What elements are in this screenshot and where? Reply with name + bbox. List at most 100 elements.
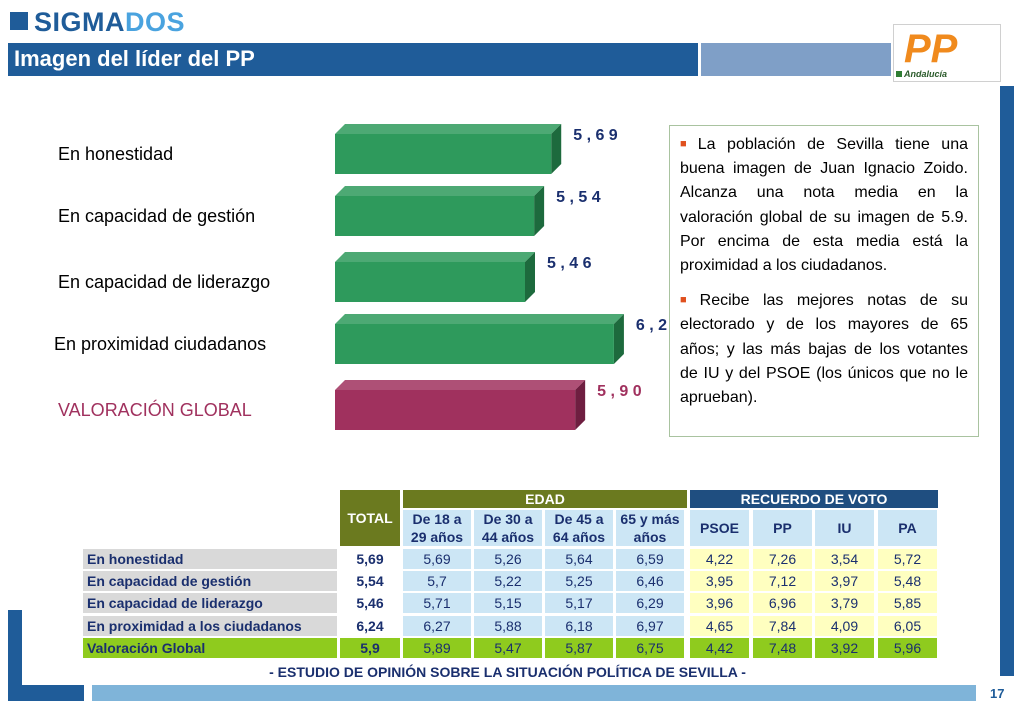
value-label: 5 , 9 0 bbox=[597, 383, 642, 400]
rating-bar-chart: En honestidad 5 , 6 9 En capacidad de gest… bbox=[54, 124, 670, 430]
brand-logo: SIGMADOS bbox=[34, 6, 185, 38]
age-value: 5,25 bbox=[545, 571, 613, 591]
age-value: 5,22 bbox=[474, 571, 542, 591]
age-value: 5,64 bbox=[545, 549, 613, 569]
total-value: 6,24 bbox=[340, 616, 400, 636]
bar-side-face bbox=[534, 186, 545, 236]
brand-logo-square bbox=[10, 12, 28, 30]
age-value: 6,97 bbox=[616, 616, 684, 636]
bar-side-face bbox=[551, 124, 562, 174]
total-value: 5,9 bbox=[340, 638, 400, 658]
vote-value: 3,79 bbox=[815, 593, 874, 613]
brand-name-part1: SIGMA bbox=[34, 7, 126, 37]
age-value: 5,47 bbox=[474, 638, 542, 658]
category-label: VALORACIÓN GLOBAL bbox=[58, 399, 252, 420]
age-value: 5,71 bbox=[403, 593, 471, 613]
bullet-icon: ■ bbox=[680, 294, 696, 307]
vote-column-header: PSOE bbox=[690, 510, 749, 546]
commentary-text: Recibe las mejores notas de su electorad… bbox=[680, 292, 968, 407]
category-label: En capacidad de gestión bbox=[58, 206, 255, 226]
bottom-decorative-bar-light bbox=[92, 685, 976, 701]
age-column-header: De 18 a 29 años bbox=[403, 510, 471, 546]
right-decorative-bar bbox=[1000, 86, 1014, 676]
vote-column-header: PP bbox=[753, 510, 812, 546]
vote-value: 3,92 bbox=[815, 638, 874, 658]
table-row-label: En capacidad de liderazgo bbox=[83, 593, 337, 613]
bullet-icon: ■ bbox=[680, 138, 694, 150]
brand-name-part2: DOS bbox=[125, 7, 186, 37]
vote-value: 3,97 bbox=[815, 571, 874, 591]
vote-value: 7,12 bbox=[753, 571, 812, 591]
vote-value: 3,95 bbox=[690, 571, 749, 591]
bar-top-face bbox=[335, 380, 586, 390]
bar bbox=[335, 134, 552, 174]
commentary-paragraph-2: ■ Recibe las mejores notas de su electora… bbox=[680, 288, 968, 410]
age-value: 6,29 bbox=[616, 593, 684, 613]
value-label: 5 , 5 4 bbox=[556, 189, 601, 206]
table-row-label: En proximidad a los ciudadanos bbox=[83, 616, 337, 636]
vote-value: 4,22 bbox=[690, 549, 749, 569]
left-decorative-bar bbox=[8, 610, 22, 700]
bar-top-face bbox=[335, 186, 545, 196]
bar bbox=[335, 196, 535, 236]
value-label: 6 , 2 4 bbox=[636, 317, 670, 334]
bar-top-face bbox=[335, 252, 535, 262]
vote-value: 7,84 bbox=[753, 616, 812, 636]
party-logo-text: PP bbox=[904, 27, 958, 71]
vote-value: 6,05 bbox=[878, 616, 937, 636]
party-logo: PP Andalucía bbox=[893, 24, 1001, 82]
bar bbox=[335, 324, 614, 364]
vote-value: 4,09 bbox=[815, 616, 874, 636]
vote-column-header: PA bbox=[878, 510, 937, 546]
study-title: - ESTUDIO DE OPINIÓN SOBRE LA SITUACIÓN … bbox=[269, 664, 746, 680]
bar-side-face bbox=[525, 252, 535, 302]
commentary-box: ■ La población de Sevilla tiene una buena… bbox=[669, 125, 979, 437]
age-column-header: De 45 a 64 años bbox=[545, 510, 613, 546]
total-value: 5,54 bbox=[340, 571, 400, 591]
vote-value: 6,96 bbox=[753, 593, 812, 613]
bar-side-face bbox=[575, 380, 586, 430]
age-value: 5,17 bbox=[545, 593, 613, 613]
age-value: 5,87 bbox=[545, 638, 613, 658]
table-row-label: En honestidad bbox=[83, 549, 337, 569]
commentary-paragraph-1: ■ La población de Sevilla tiene una buena… bbox=[680, 132, 968, 278]
total-value: 5,46 bbox=[340, 593, 400, 613]
age-value: 5,26 bbox=[474, 549, 542, 569]
bar-top-face bbox=[335, 314, 624, 324]
page-title: Imagen del líder del PP bbox=[14, 46, 255, 71]
value-label: 5 , 4 6 bbox=[547, 255, 592, 272]
category-label: En proximidad ciudadanos bbox=[54, 334, 266, 354]
vote-value: 4,65 bbox=[690, 616, 749, 636]
vote-value: 5,48 bbox=[878, 571, 937, 591]
commentary-text: La población de Sevilla tiene una buena … bbox=[680, 136, 968, 275]
bottom-decorative-bar-dark bbox=[8, 685, 84, 701]
bar bbox=[335, 390, 576, 430]
age-column-header: 65 y más años bbox=[616, 510, 684, 546]
age-value: 6,18 bbox=[545, 616, 613, 636]
table-row-label: En capacidad de gestión bbox=[83, 571, 337, 591]
age-value: 6,59 bbox=[616, 549, 684, 569]
bar-side-face bbox=[613, 314, 624, 364]
table-row-label: Valoración Global bbox=[83, 638, 337, 658]
age-group-header: EDAD bbox=[403, 490, 687, 508]
age-value: 5,88 bbox=[474, 616, 542, 636]
vote-value: 5,96 bbox=[878, 638, 937, 658]
title-bar-extension bbox=[701, 43, 891, 76]
total-value: 5,69 bbox=[340, 549, 400, 569]
party-logo-stripe bbox=[896, 71, 902, 77]
bar bbox=[335, 262, 525, 302]
age-value: 6,27 bbox=[403, 616, 471, 636]
vote-value: 7,26 bbox=[753, 549, 812, 569]
age-value: 5,15 bbox=[474, 593, 542, 613]
party-logo-region: Andalucía bbox=[904, 69, 948, 79]
age-value: 5,69 bbox=[403, 549, 471, 569]
age-column-header: De 30 a 44 años bbox=[474, 510, 542, 546]
vote-column-header: IU bbox=[815, 510, 874, 546]
vote-value: 3,54 bbox=[815, 549, 874, 569]
age-value: 5,89 bbox=[403, 638, 471, 658]
category-label: En capacidad de liderazgo bbox=[58, 272, 270, 292]
age-value: 5,7 bbox=[403, 571, 471, 591]
title-bar bbox=[8, 43, 698, 76]
bar-top-face bbox=[335, 124, 562, 134]
age-value: 6,75 bbox=[616, 638, 684, 658]
